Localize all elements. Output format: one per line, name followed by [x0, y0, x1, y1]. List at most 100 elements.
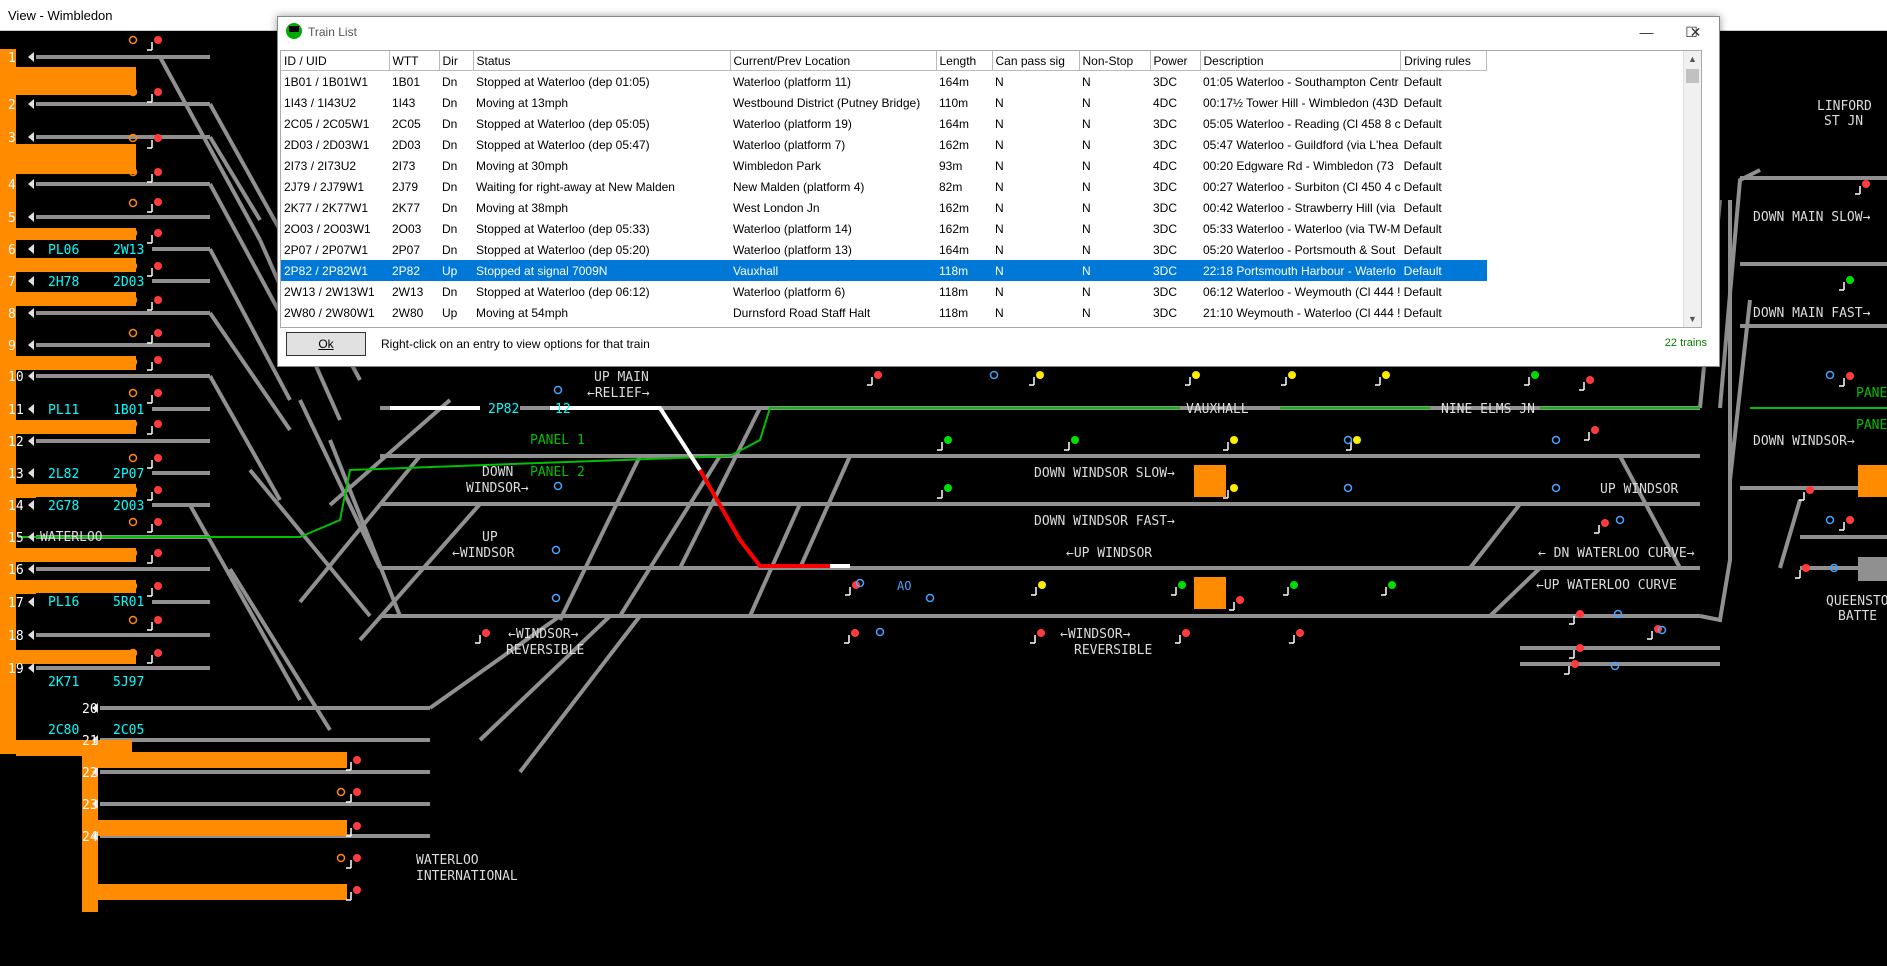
line-label: DOWN MAIN FAST→: [1753, 306, 1871, 321]
table-row[interactable]: 2J79 / 2J79W1 2J79 Dn Waiting for right-awa…: [281, 176, 1487, 197]
panel-label: PANE: [1856, 418, 1887, 433]
train-id-label: 2D03: [113, 275, 144, 290]
scroll-up-icon[interactable]: ▲: [1688, 54, 1697, 64]
signal-icon: [1353, 436, 1361, 444]
signal-ring-icon: [128, 581, 138, 591]
signal-ring-icon: [855, 578, 865, 588]
column-header[interactable]: Driving rules: [1400, 51, 1488, 71]
table-cell: Wimbledon Park: [733, 158, 822, 173]
buffer-arrow-icon: [28, 532, 34, 542]
train-id-bg: [36, 273, 152, 289]
train-id-label: PL11: [48, 403, 79, 418]
table-cell: 3DC: [1153, 200, 1178, 215]
table-cell: Dn: [442, 137, 458, 152]
platform-number: 12: [8, 435, 24, 450]
table-row[interactable]: 2P07 / 2P07W1 2P07 Dn Stopped at Waterloo (…: [281, 239, 1487, 260]
table-row[interactable]: 2D03 / 2D03W1 2D03 Dn Stopped at Waterloo (…: [281, 134, 1487, 155]
platform-number: 23: [82, 798, 98, 813]
column-header[interactable]: Power: [1150, 51, 1201, 71]
signal-icon: [944, 436, 952, 444]
signal-ring-icon: [128, 167, 138, 177]
signal-icon: [1586, 376, 1594, 384]
signal-icon: [1846, 516, 1854, 524]
column-header[interactable]: Status: [473, 51, 731, 71]
buffer-arrow-icon: [28, 564, 34, 574]
table-cell: Dn: [442, 284, 458, 299]
buffer-arrow-icon: [28, 340, 34, 350]
line-label: ←UP WATERLOO CURVE: [1536, 578, 1677, 593]
table-row[interactable]: 2C05 / 2C05W1 2C05 Dn Stopped at Waterloo (…: [281, 113, 1487, 134]
signal-icon: [482, 629, 490, 637]
column-header[interactable]: Can pass sig: [992, 51, 1080, 71]
vertical-scrollbar[interactable]: ▲ ▼: [1683, 51, 1701, 327]
table-row[interactable]: 2P82 / 2P82W1 2P82 Up Stopped at signal 700…: [281, 260, 1487, 281]
column-header[interactable]: Length: [936, 51, 993, 71]
table-cell: 164m: [939, 242, 970, 257]
scroll-down-icon[interactable]: ▼: [1688, 314, 1697, 324]
train-id-bg: [36, 593, 152, 609]
table-cell: 2W13 / 2W13W1: [284, 284, 375, 299]
line-label: UP WINDSOR: [1600, 482, 1678, 497]
table-cell: 118m: [939, 284, 969, 299]
signal-icon: [353, 756, 361, 764]
table-row[interactable]: 2W80 / 2W80W1 2W80 Up Moving at 54mph Durnsf…: [281, 302, 1487, 323]
close-button[interactable]: ✕: [1689, 24, 1702, 40]
location-label: LINFORD: [1817, 99, 1872, 114]
track-segment: [1778, 499, 1802, 569]
signal-icon: [1846, 372, 1854, 380]
minimize-button[interactable]: —: [1639, 24, 1654, 40]
signal-icon: [1230, 436, 1238, 444]
column-header[interactable]: Dir: [439, 51, 474, 71]
maximize-button[interactable]: ☐: [1685, 24, 1698, 40]
column-header[interactable]: Non-Stop: [1079, 51, 1151, 71]
signal-icon: [154, 329, 162, 337]
table-cell: 05:47 Waterloo - Guildford (via L'hea: [1203, 137, 1399, 152]
table-row[interactable]: 1I43 / 1I43U2 1I43 Dn Moving at 13mph Westbo…: [281, 92, 1487, 113]
platform-block: [16, 67, 136, 95]
column-header[interactable]: Current/Prev Location: [730, 51, 937, 71]
buffer-arrow-icon: [28, 663, 34, 673]
train-table[interactable]: ID / UID WTT Dir Status Current/Prev Locatio…: [281, 51, 1488, 323]
table-row[interactable]: 2I73 / 2I73U2 2I73 Dn Moving at 30mph Wimble…: [281, 155, 1487, 176]
platform-number: 5: [8, 211, 16, 226]
buffer-arrow-icon: [28, 630, 34, 640]
table-cell: Dn: [442, 200, 458, 215]
buffer-arrow-icon: [28, 244, 34, 254]
track-segment: [358, 502, 482, 642]
column-header[interactable]: ID / UID: [281, 51, 390, 71]
track-segment: [208, 135, 262, 222]
table-cell: 00:27 Waterloo - Surbiton (Cl 450 4 c: [1203, 179, 1401, 194]
signalling-panel[interactable]: 1 2 3 4 5 6 7 8 9 10 11 12 13 14 15 16 17 18 19 20 21 22 23 24 P…: [0, 30, 1887, 966]
train-id-label: 2W13: [113, 243, 144, 258]
table-cell: Default: [1403, 158, 1442, 173]
table-cell: Waterloo (platform 6): [733, 284, 846, 299]
platform-number: 8: [8, 307, 16, 322]
signal-ring-icon: [128, 648, 138, 658]
train-list-dialog[interactable]: Train List — ☐ ✕ ID / UID WTT Dir Status Cur…: [277, 16, 1720, 367]
signal-icon: [353, 886, 361, 894]
line-label: WINDSOR→: [466, 481, 529, 496]
column-header[interactable]: Description: [1200, 51, 1402, 71]
scroll-thumb[interactable]: [1686, 69, 1699, 83]
platform-number: 24: [82, 830, 98, 845]
table-row[interactable]: 2K77 / 2K77W1 2K77 Dn Moving at 38mph West L…: [281, 197, 1487, 218]
column-header[interactable]: WTT: [389, 51, 440, 71]
table-cell: 118m: [936, 260, 992, 281]
dialog-titlebar[interactable]: Train List — ☐: [278, 17, 1719, 47]
signal-icon: [154, 296, 162, 304]
table-cell: Default: [1403, 221, 1442, 236]
ok-button[interactable]: Ok: [286, 332, 366, 356]
table-row[interactable]: 1B01 / 1B01W1 1B01 Dn Stopped at Waterloo (…: [281, 71, 1487, 93]
track-diagram[interactable]: 123456789101112131415161718192021222324P…: [0, 30, 1887, 966]
table-cell: 82m: [939, 179, 963, 194]
table-cell: 2K77 / 2K77W1: [284, 200, 369, 215]
table-cell: 2K77: [392, 200, 421, 215]
table-row[interactable]: 2W13 / 2W13W1 2W13 Dn Stopped at Waterloo (…: [281, 281, 1487, 302]
signal-icon: [154, 356, 162, 364]
line-label: DOWN WINDSOR→: [1753, 434, 1855, 449]
table-row[interactable]: 2O03 / 2O03W1 2O03 Dn Stopped at Waterloo (…: [281, 218, 1487, 239]
signal-ring-icon: [1829, 563, 1839, 573]
location-label: ST JN: [1824, 114, 1863, 129]
train-table-container[interactable]: ID / UID WTT Dir Status Current/Prev Locatio…: [280, 50, 1702, 328]
signal-icon: [1036, 371, 1044, 379]
